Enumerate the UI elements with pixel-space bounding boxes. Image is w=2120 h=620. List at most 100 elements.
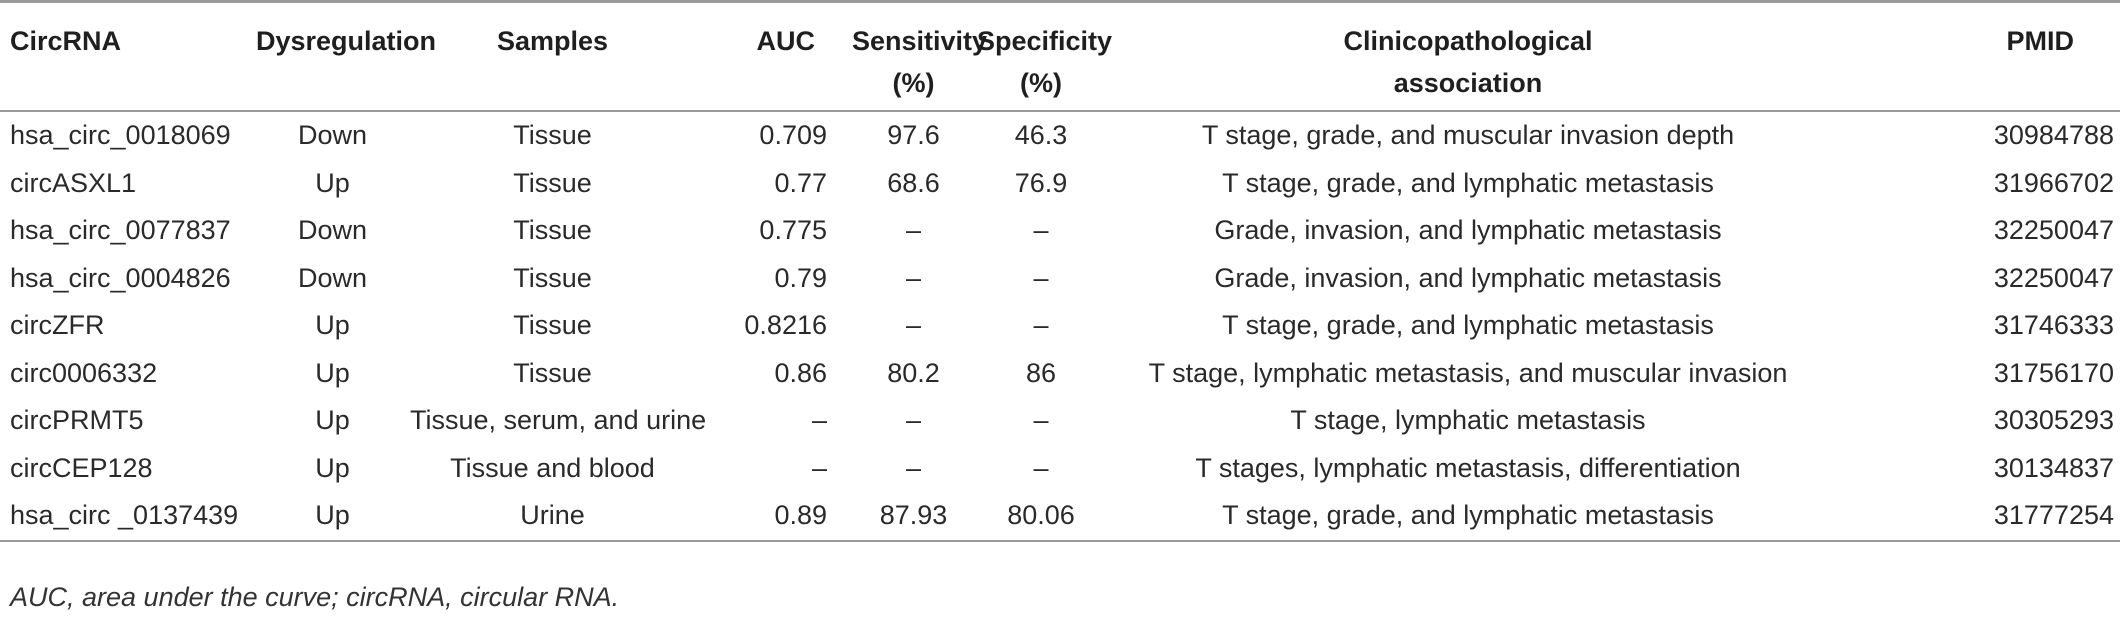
cell-specificity: –	[1033, 215, 1049, 245]
cell-pmid: 30984788	[1993, 120, 2114, 150]
cell-association: Grade, invasion, and lymphatic metastasi…	[1214, 215, 1722, 245]
cell-circrna: circZFR	[10, 310, 105, 340]
cell-auc: –	[811, 405, 827, 435]
circrna-table: CircRNA Dysregulation Samples AUC Sensit…	[0, 0, 2120, 542]
table-row: circCEP128 Up Tissue and blood – – – T s…	[0, 445, 2120, 493]
cell-sensitivity: –	[905, 262, 922, 293]
table-row: hsa_circ_0018069 Down Tissue 0.709 97.6 …	[0, 111, 2120, 160]
cell-circrna: hsa_circ_0004826	[10, 262, 231, 293]
cell-dysregulation: Down	[297, 120, 368, 150]
cell-specificity: 86	[1025, 357, 1057, 388]
cell-circrna: circASXL1	[10, 167, 137, 198]
cell-pmid: 31746333	[1993, 310, 2114, 340]
table-row: circASXL1 Up Tissue 0.77 68.6 76.9 T sta…	[0, 160, 2120, 208]
cell-auc: 0.775	[759, 215, 827, 245]
cell-association: T stages, lymphatic metastasis, differen…	[1195, 452, 1741, 483]
cell-association: T stage, lymphatic metastasis, and muscu…	[1148, 357, 1788, 388]
cell-association: T stage, lymphatic metastasis	[1290, 405, 1646, 435]
table-footnote: AUC, area under the curve; circRNA, circ…	[10, 582, 620, 612]
cell-auc: 0.8216	[744, 310, 827, 340]
cell-samples: Tissue	[513, 357, 592, 388]
cell-sensitivity: –	[905, 215, 922, 245]
cell-auc: 0.709	[759, 120, 827, 150]
table-header: CircRNA Dysregulation Samples AUC Sensit…	[0, 1, 2120, 112]
cell-circrna: hsa_circ_0018069	[10, 120, 231, 150]
cell-dysregulation: Up	[255, 492, 410, 542]
cell-auc: 0.79	[774, 262, 827, 293]
cell-pmid: 30305293	[1993, 405, 2114, 435]
cell-sensitivity: –	[905, 405, 922, 435]
header-sensitivity-unit: (%)	[892, 68, 935, 98]
table-row: hsa_circ_0004826 Down Tissue 0.79 – – Gr…	[0, 255, 2120, 303]
cell-dysregulation: Down	[297, 215, 368, 245]
header-dysregulation: Dysregulation	[255, 1, 436, 112]
cell-samples: Tissue and blood	[450, 452, 655, 483]
cell-dysregulation: Up	[315, 167, 350, 198]
header-circrna: CircRNA	[0, 1, 255, 112]
cell-pmid: 31777254	[1830, 492, 2120, 542]
table-row: circPRMT5 Up Tissue, serum, and urine – …	[0, 397, 2120, 445]
cell-samples: Tissue	[513, 310, 592, 340]
cell-sensitivity: –	[905, 452, 922, 483]
cell-pmid: 32250047	[1993, 215, 2114, 245]
table-row: circZFR Up Tissue 0.8216 – – T stage, gr…	[0, 302, 2120, 350]
cell-samples: Tissue	[513, 215, 592, 245]
header-samples-label: Samples	[496, 26, 609, 56]
table-body: hsa_circ_0018069 Down Tissue 0.709 97.6 …	[0, 111, 2120, 542]
cell-circrna: circPRMT5	[10, 405, 144, 435]
cell-association: T stage, grade, and lymphatic metastasis	[1222, 167, 1714, 198]
header-clinicopathological-label: Clinicopathological	[1343, 26, 1593, 56]
header-sensitivity: Sensitivity (%)	[851, 1, 988, 112]
cell-pmid: 31966702	[1993, 167, 2114, 198]
cell-association: T stage, grade, and lymphatic metastasis	[1222, 310, 1714, 340]
cell-dysregulation: Up	[315, 310, 350, 340]
cell-association: T stage, grade, and muscular invasion de…	[1201, 120, 1735, 150]
cell-specificity: –	[1033, 405, 1049, 435]
cell-circrna: circCEP128	[10, 452, 153, 483]
cell-samples: Tissue	[513, 167, 592, 198]
cell-specificity: 80.06	[976, 492, 1106, 542]
cell-specificity: 76.9	[1014, 167, 1068, 198]
header-specificity: Specificity (%)	[976, 1, 1113, 112]
cell-samples: Tissue	[513, 262, 592, 293]
cell-sensitivity: –	[905, 310, 922, 340]
header-auc: AUC	[695, 1, 851, 112]
cell-sensitivity: 87.93	[851, 492, 976, 542]
cell-pmid: 32250047	[1993, 262, 2114, 293]
table-row: circ0006332 Up Tissue 0.86 80.2 86 T sta…	[0, 350, 2120, 398]
cell-specificity: –	[1033, 262, 1049, 293]
header-circrna-label: CircRNA	[10, 26, 122, 56]
cell-dysregulation: Up	[315, 357, 350, 388]
header-row: CircRNA Dysregulation Samples AUC Sensit…	[0, 1, 2120, 112]
cell-auc: –	[811, 452, 827, 483]
header-pmid: PMID	[1830, 1, 2120, 112]
cell-dysregulation: Down	[297, 262, 368, 293]
cell-auc: 0.86	[774, 357, 827, 388]
cell-dysregulation: Up	[315, 452, 350, 483]
header-samples: Samples	[410, 1, 695, 112]
header-specificity-unit: (%)	[1020, 68, 1062, 98]
cell-auc: 0.89	[695, 492, 851, 542]
header-auc-label: AUC	[756, 26, 816, 56]
cell-samples: Tissue	[513, 120, 592, 150]
cell-sensitivity: 80.2	[887, 357, 940, 388]
cell-association: T stage, grade, and lymphatic metastasis	[1106, 492, 1830, 542]
cell-dysregulation: Up	[315, 405, 350, 435]
cell-sensitivity: 68.6	[887, 167, 940, 198]
cell-circrna: circ0006332	[10, 357, 158, 388]
cell-circrna: hsa_circ _0137439	[0, 492, 255, 542]
cell-specificity: –	[1033, 310, 1049, 340]
cell-auc: 0.77	[774, 167, 827, 198]
cell-circrna: hsa_circ_0077837	[10, 215, 231, 245]
cell-sensitivity: 97.6	[887, 120, 940, 150]
table-row: hsa_circ_0077837 Down Tissue 0.775 – – G…	[0, 207, 2120, 255]
header-clinicopathological-label-2: association	[1393, 68, 1543, 98]
header-specificity-label: Specificity	[977, 26, 1113, 56]
header-sensitivity-label: Sensitivity	[852, 26, 988, 56]
cell-association: Grade, invasion, and lymphatic metastasi…	[1214, 262, 1722, 293]
cell-pmid: 30134837	[1993, 452, 2114, 483]
cell-specificity: 46.3	[1014, 120, 1068, 150]
header-pmid-label: PMID	[2006, 26, 2075, 56]
cell-specificity: –	[1033, 452, 1049, 483]
